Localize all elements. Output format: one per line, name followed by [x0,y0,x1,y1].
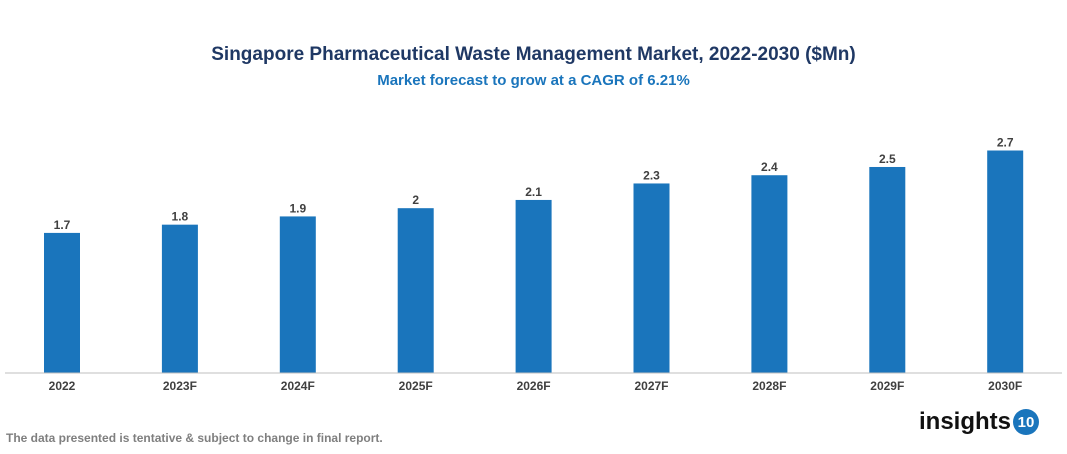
chart-title: Singapore Pharmaceutical Waste Managemen… [211,44,856,65]
x-tick-label: 2022 [49,379,76,393]
bar [44,232,80,373]
x-tick-label: 2023F [163,379,197,393]
x-tick-label: 2029F [870,379,904,393]
bar [751,175,788,373]
data-label: 2.3 [643,168,660,182]
x-tick-label: 2025F [399,379,433,393]
bar [397,208,434,373]
bar [279,216,316,373]
bar [515,199,552,373]
data-label: 2.5 [879,152,896,166]
x-tick-label: 2028F [752,379,786,393]
data-label: 2 [412,193,419,207]
logo-text: insights [919,408,1012,435]
x-tick-label: 2024F [281,379,315,393]
logo-number: 10 [1013,409,1040,435]
bar [869,166,906,373]
x-tick-label: 2027F [634,379,668,393]
data-label: 1.8 [172,210,189,224]
disclaimer-note: The data presented is tentative & subjec… [6,431,383,445]
x-tick-label: 2026F [517,379,551,393]
bar [161,224,198,373]
data-label: 1.7 [54,218,71,232]
chart-subtitle: Market forecast to grow at a CAGR of 6.2… [377,72,690,89]
data-label: 1.9 [289,201,306,215]
insights10-logo: insights 10 [919,408,1040,436]
data-label: 2.7 [997,136,1014,150]
x-tick-label: 2030F [988,379,1022,393]
data-label: 2.4 [761,160,778,174]
bar [987,150,1024,373]
data-label: 2.1 [525,185,542,199]
bar [633,183,670,373]
